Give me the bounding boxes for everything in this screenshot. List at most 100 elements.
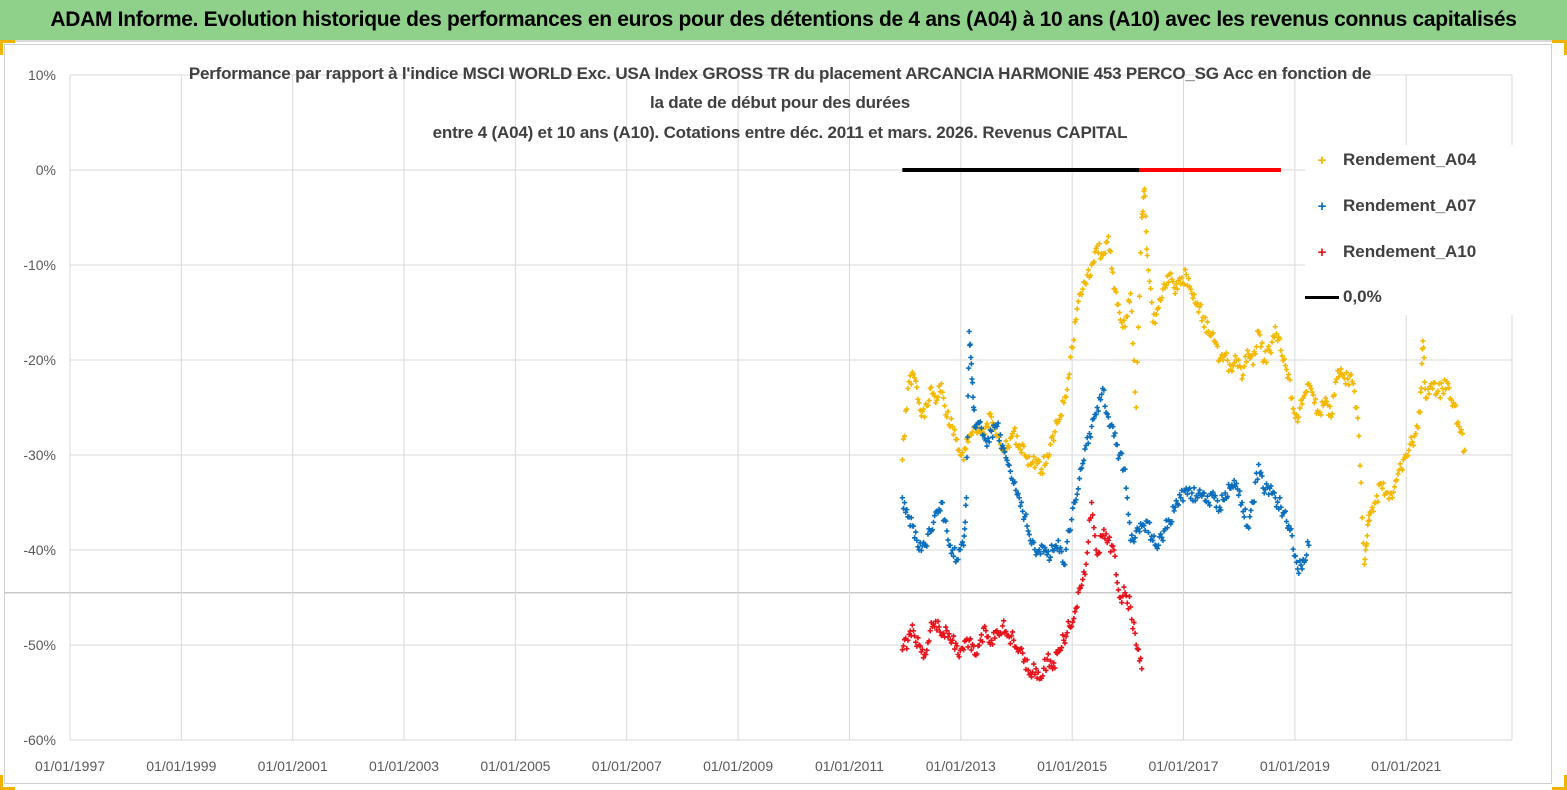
legend-label-zero: 0,0% [1343,287,1382,306]
data-point [1458,427,1464,433]
data-point [1063,546,1069,553]
data-point [935,394,941,400]
data-point [1114,580,1120,586]
data-point [1303,552,1310,558]
data-point [1066,371,1072,377]
data-point [1028,674,1035,680]
data-point [1085,267,1091,273]
chart-title-line-3: entre 4 (A04) et 10 ans (A10). Cotations… [432,123,1128,142]
data-point [1435,388,1441,394]
data-point [1001,445,1007,451]
data-point [1269,339,1275,345]
data-point [1241,514,1247,520]
data-point [968,432,974,438]
data-point [989,434,996,440]
data-point [1453,402,1459,409]
data-point [1071,337,1077,343]
data-point [985,634,991,640]
data-point [945,634,951,640]
data-point [1409,439,1415,445]
data-point [1129,308,1135,315]
data-point [1048,663,1055,669]
data-point [1070,619,1076,625]
x-tick-label: 01/01/2001 [258,758,328,774]
data-point [1090,512,1096,518]
y-tick-label: 10% [28,67,56,83]
data-point [922,414,928,420]
data-point [944,628,950,634]
data-point [1271,334,1277,341]
data-point [1105,414,1111,420]
data-point [1109,265,1115,272]
data-point [946,631,952,637]
data-point [1445,381,1451,387]
data-point [968,354,974,361]
data-point [1286,523,1292,529]
data-point [924,647,930,653]
data-point [917,643,923,649]
data-point [935,618,941,624]
data-point [1065,618,1071,625]
data-point [1390,489,1397,495]
data-point [929,527,936,533]
data-point [1292,553,1299,559]
data-point [1100,533,1106,539]
data-point [1139,666,1145,672]
data-point [1418,385,1424,391]
data-point [1222,490,1228,496]
data-point [925,531,931,537]
data-point [1185,275,1192,282]
data-point [1018,499,1025,505]
chart-title-line-1: Performance par rapport à l'indice MSCI … [188,64,1372,83]
data-point [1437,395,1443,401]
legend-label-a04: Rendement_A04 [1343,150,1477,169]
data-point [1076,475,1082,482]
data-point [1124,495,1130,501]
data-point [1130,626,1136,632]
data-point [1164,525,1170,531]
data-point [954,643,960,649]
data-point [1420,344,1427,351]
data-point [1080,576,1086,583]
data-point [1256,461,1262,468]
data-point [1106,534,1113,540]
data-point [1259,340,1265,346]
data-point [1366,512,1372,518]
data-point [1191,291,1197,298]
data-point [1112,286,1118,292]
data-point [969,380,976,386]
data-point [1399,467,1405,473]
data-point [983,628,989,634]
data-point [952,427,958,433]
data-point [1063,394,1069,400]
data-point [934,397,940,403]
chart-title-line-2: la date de début pour des durées [650,93,910,112]
data-point [1036,547,1042,553]
data-point [967,636,973,642]
data-point [1141,186,1148,192]
data-point [1073,497,1079,503]
data-point [1048,542,1055,548]
data-point [1141,523,1147,529]
corner-accent-bottom-right [1552,775,1567,790]
data-point [910,523,917,529]
data-point [1246,525,1252,531]
data-point [1424,395,1430,401]
data-point [1057,647,1064,653]
data-point [901,433,908,439]
data-point [1061,637,1067,643]
data-point [1037,551,1044,557]
data-point [1105,537,1111,544]
data-point [1273,331,1280,337]
data-point [1087,272,1094,279]
data-point [948,416,954,422]
data-point [952,646,958,652]
data-point [1135,324,1142,330]
data-point [1199,318,1205,324]
data-point [1277,495,1283,501]
data-point [1239,499,1245,506]
data-point [967,341,973,347]
data-point [1124,313,1130,319]
data-point [1125,511,1131,517]
y-tick-label: -50% [23,637,56,653]
